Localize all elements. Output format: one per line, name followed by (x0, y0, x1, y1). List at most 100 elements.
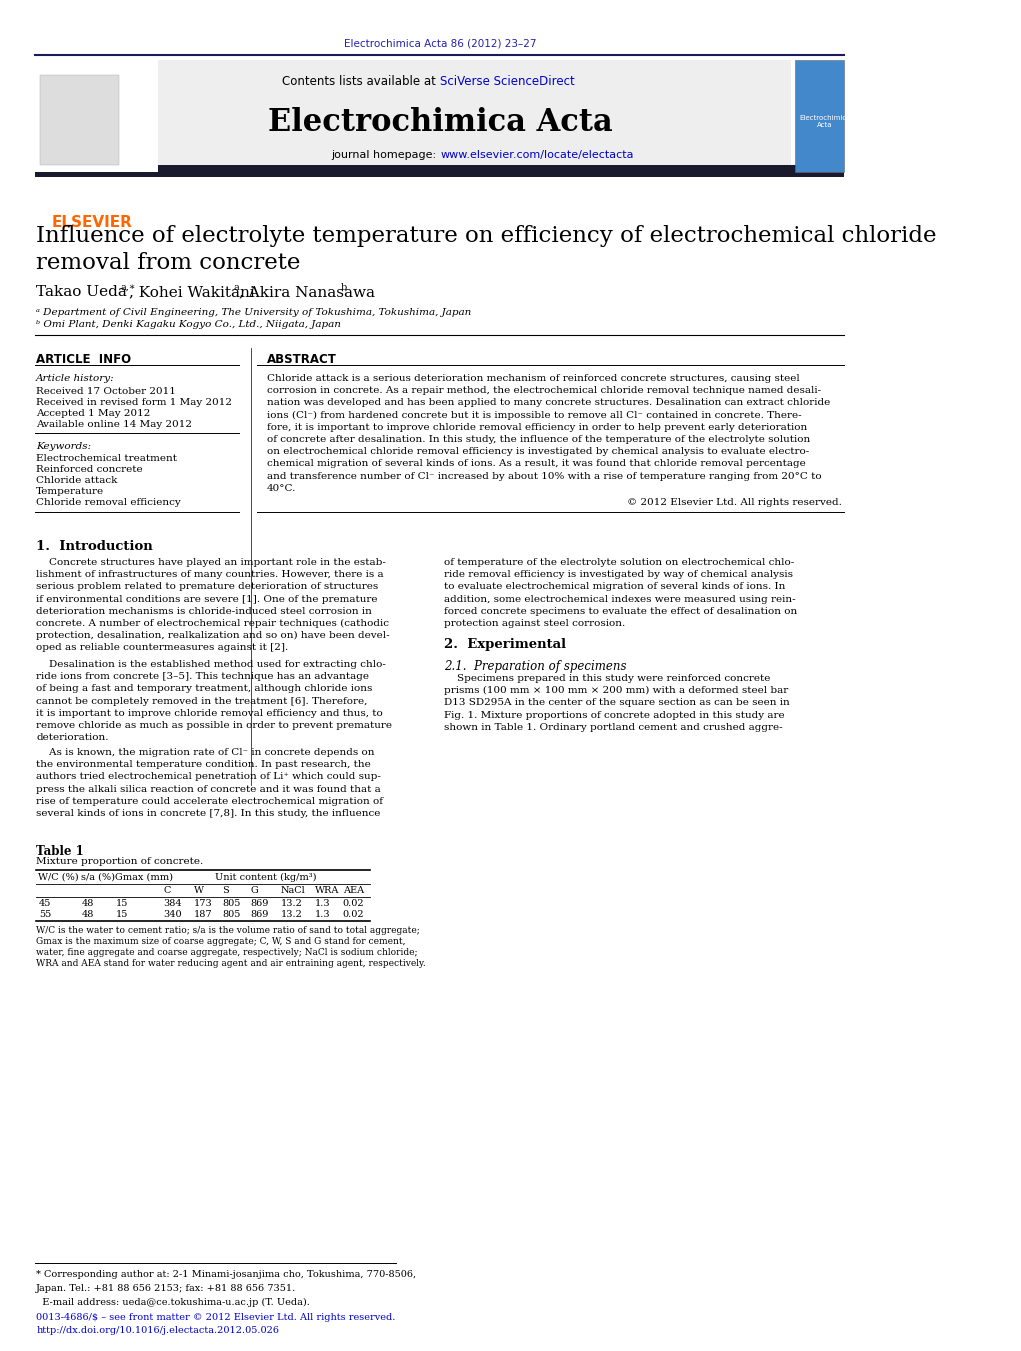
Text: 869: 869 (250, 898, 269, 908)
Text: W/C (%): W/C (%) (38, 873, 79, 882)
Text: 0.02: 0.02 (343, 898, 364, 908)
Text: http://dx.doi.org/10.1016/j.electacta.2012.05.026: http://dx.doi.org/10.1016/j.electacta.20… (36, 1325, 279, 1335)
Text: Accepted 1 May 2012: Accepted 1 May 2012 (36, 409, 150, 417)
Text: of temperature of the electrolyte solution on electrochemical chlo-: of temperature of the electrolyte soluti… (444, 558, 794, 567)
FancyBboxPatch shape (40, 76, 118, 165)
Text: deterioration mechanisms is chloride-induced steel corrosion in: deterioration mechanisms is chloride-ind… (36, 607, 372, 616)
Text: Chloride attack is a serious deterioration mechanism of reinforced concrete stru: Chloride attack is a serious deteriorati… (266, 374, 799, 382)
Text: www.elsevier.com/locate/electacta: www.elsevier.com/locate/electacta (440, 150, 634, 159)
Text: 187: 187 (194, 911, 212, 919)
Text: Takao Ueda: Takao Ueda (36, 285, 127, 299)
Text: S: S (223, 886, 229, 894)
Text: Concrete structures have played an important role in the estab-: Concrete structures have played an impor… (36, 558, 386, 567)
Text: * Corresponding author at: 2-1 Minami-josanjima cho, Tokushima, 770-8506,: * Corresponding author at: 2-1 Minami-jo… (36, 1270, 417, 1279)
Text: Available online 14 May 2012: Available online 14 May 2012 (36, 420, 192, 430)
Text: water, fine aggregate and coarse aggregate, respectively; NaCl is sodium chlorid: water, fine aggregate and coarse aggrega… (36, 948, 418, 957)
Text: serious problem related to premature deterioration of structures: serious problem related to premature det… (36, 582, 379, 592)
Text: 340: 340 (163, 911, 182, 919)
Text: oped as reliable countermeasures against it [2].: oped as reliable countermeasures against… (36, 643, 288, 653)
Text: 1.3: 1.3 (315, 898, 331, 908)
Text: 45: 45 (39, 898, 51, 908)
Text: 173: 173 (194, 898, 212, 908)
Text: 805: 805 (223, 898, 241, 908)
Text: journal homepage:: journal homepage: (332, 150, 440, 159)
Text: , Akira Nanasawa: , Akira Nanasawa (239, 285, 375, 299)
Text: of concrete after desalination. In this study, the influence of the temperature : of concrete after desalination. In this … (266, 435, 811, 444)
Text: Japan. Tel.: +81 88 656 2153; fax: +81 88 656 7351.: Japan. Tel.: +81 88 656 2153; fax: +81 8… (36, 1283, 296, 1293)
Text: authors tried electrochemical penetration of Li⁺ which could sup-: authors tried electrochemical penetratio… (36, 773, 381, 781)
FancyBboxPatch shape (35, 59, 158, 172)
Text: Reinforced concrete: Reinforced concrete (36, 465, 143, 474)
Text: ride ions from concrete [3–5]. This technique has an advantage: ride ions from concrete [3–5]. This tech… (36, 673, 370, 681)
Text: Received 17 October 2011: Received 17 October 2011 (36, 386, 176, 396)
Text: E-mail address: ueda@ce.tokushima-u.ac.jp (T. Ueda).: E-mail address: ueda@ce.tokushima-u.ac.j… (36, 1298, 310, 1308)
Text: rise of temperature could accelerate electrochemical migration of: rise of temperature could accelerate ele… (36, 797, 383, 805)
Text: 2.  Experimental: 2. Experimental (444, 638, 567, 651)
Text: Chloride removal efficiency: Chloride removal efficiency (36, 499, 181, 507)
Text: nation was developed and has been applied to many concrete structures. Desalinat: nation was developed and has been applie… (266, 399, 830, 408)
Text: NaCl: NaCl (281, 886, 305, 894)
Text: 1.  Introduction: 1. Introduction (36, 540, 153, 553)
Text: b: b (341, 282, 347, 292)
Text: 1.3: 1.3 (315, 911, 331, 919)
Text: WRA: WRA (315, 886, 340, 894)
Text: G: G (250, 886, 258, 894)
Text: Electrochemical treatment: Electrochemical treatment (36, 454, 178, 463)
Text: Keywords:: Keywords: (36, 442, 91, 451)
Text: chemical migration of several kinds of ions. As a result, it was found that chlo: chemical migration of several kinds of i… (266, 459, 806, 469)
Text: ABSTRACT: ABSTRACT (266, 353, 337, 366)
Text: C: C (163, 886, 171, 894)
Text: Contents lists available at: Contents lists available at (283, 76, 440, 88)
Text: Gmax (mm): Gmax (mm) (115, 873, 174, 882)
Text: removal from concrete: removal from concrete (36, 253, 300, 274)
Text: s/a (%): s/a (%) (81, 873, 115, 882)
Text: it is important to improve chloride removal efficiency and thus, to: it is important to improve chloride remo… (36, 709, 383, 717)
Text: protection against steel corrosion.: protection against steel corrosion. (444, 619, 626, 628)
Text: D13 SD295A in the center of the square section as can be seen in: D13 SD295A in the center of the square s… (444, 698, 790, 708)
Text: ions (Cl⁻) from hardened concrete but it is impossible to remove all Cl⁻ contain: ions (Cl⁻) from hardened concrete but it… (266, 411, 801, 420)
Text: Temperature: Temperature (36, 486, 104, 496)
Text: As is known, the migration rate of Cl⁻ in concrete depends on: As is known, the migration rate of Cl⁻ i… (36, 748, 375, 757)
Text: a: a (234, 282, 239, 292)
Text: SciVerse ScienceDirect: SciVerse ScienceDirect (440, 76, 575, 88)
Text: 13.2: 13.2 (281, 898, 302, 908)
Text: corrosion in concrete. As a repair method, the electrochemical chloride removal : corrosion in concrete. As a repair metho… (266, 386, 821, 396)
Text: 55: 55 (39, 911, 51, 919)
FancyBboxPatch shape (794, 59, 844, 172)
Text: © 2012 Elsevier Ltd. All rights reserved.: © 2012 Elsevier Ltd. All rights reserved… (627, 499, 842, 507)
Text: 0.02: 0.02 (343, 911, 364, 919)
Text: concrete. A number of electrochemical repair techniques (cathodic: concrete. A number of electrochemical re… (36, 619, 389, 628)
Text: Electrochimica Acta 86 (2012) 23–27: Electrochimica Acta 86 (2012) 23–27 (344, 38, 536, 49)
Text: Article history:: Article history: (36, 374, 114, 382)
Text: the environmental temperature condition. In past research, the: the environmental temperature condition.… (36, 761, 371, 769)
Text: ᵇ Omi Plant, Denki Kagaku Kogyo Co., Ltd., Niigata, Japan: ᵇ Omi Plant, Denki Kagaku Kogyo Co., Ltd… (36, 320, 341, 330)
Text: on electrochemical chloride removal efficiency is investigated by chemical analy: on electrochemical chloride removal effi… (266, 447, 810, 457)
Text: Fig. 1. Mixture proportions of concrete adopted in this study are: Fig. 1. Mixture proportions of concrete … (444, 711, 785, 720)
Text: 15: 15 (116, 898, 129, 908)
Text: press the alkali silica reaction of concrete and it was found that a: press the alkali silica reaction of conc… (36, 785, 381, 793)
Text: , Kohei Wakitani: , Kohei Wakitani (130, 285, 255, 299)
Text: of being a fast and temporary treatment, although chloride ions: of being a fast and temporary treatment,… (36, 685, 373, 693)
Text: prisms (100 mm × 100 mm × 200 mm) with a deformed steel bar: prisms (100 mm × 100 mm × 200 mm) with a… (444, 686, 788, 696)
Text: remove chloride as much as possible in order to prevent premature: remove chloride as much as possible in o… (36, 721, 392, 730)
Text: lishment of infrastructures of many countries. However, there is a: lishment of infrastructures of many coun… (36, 570, 384, 580)
Text: W: W (194, 886, 204, 894)
Text: Influence of electrolyte temperature on efficiency of electrochemical chloride: Influence of electrolyte temperature on … (36, 226, 936, 247)
Text: ᵃ Department of Civil Engineering, The University of Tokushima, Tokushima, Japan: ᵃ Department of Civil Engineering, The U… (36, 308, 472, 317)
Text: AEA: AEA (343, 886, 363, 894)
Text: Table 1: Table 1 (36, 844, 84, 858)
Text: ride removal efficiency is investigated by way of chemical analysis: ride removal efficiency is investigated … (444, 570, 793, 580)
Text: 48: 48 (82, 898, 94, 908)
Text: shown in Table 1. Ordinary portland cement and crushed aggre-: shown in Table 1. Ordinary portland ceme… (444, 723, 783, 732)
Text: several kinds of ions in concrete [7,8]. In this study, the influence: several kinds of ions in concrete [7,8].… (36, 809, 381, 817)
Text: 384: 384 (163, 898, 182, 908)
Text: Gmax is the maximum size of coarse aggregate; C, W, S and G stand for cement,: Gmax is the maximum size of coarse aggre… (36, 938, 405, 946)
Text: Received in revised form 1 May 2012: Received in revised form 1 May 2012 (36, 399, 232, 407)
Text: Electrochimica
Acta: Electrochimica Acta (799, 115, 850, 128)
Text: and transference number of Cl⁻ increased by about 10% with a rise of temperature: and transference number of Cl⁻ increased… (266, 471, 822, 481)
FancyBboxPatch shape (35, 165, 844, 177)
Text: 40°C.: 40°C. (266, 484, 296, 493)
Text: cannot be completely removed in the treatment [6]. Therefore,: cannot be completely removed in the trea… (36, 697, 368, 705)
Text: addition, some electrochemical indexes were measured using rein-: addition, some electrochemical indexes w… (444, 594, 796, 604)
Text: ARTICLE  INFO: ARTICLE INFO (36, 353, 132, 366)
